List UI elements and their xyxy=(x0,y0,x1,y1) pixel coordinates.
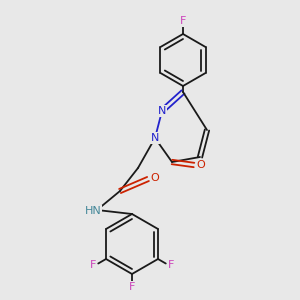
Text: N: N xyxy=(158,106,166,116)
Text: F: F xyxy=(129,282,135,292)
Text: F: F xyxy=(168,260,174,271)
Text: HN: HN xyxy=(85,206,101,216)
Text: F: F xyxy=(180,16,186,26)
Text: O: O xyxy=(151,173,159,183)
Text: F: F xyxy=(90,260,96,271)
Text: O: O xyxy=(196,160,206,170)
Text: N: N xyxy=(151,133,159,143)
